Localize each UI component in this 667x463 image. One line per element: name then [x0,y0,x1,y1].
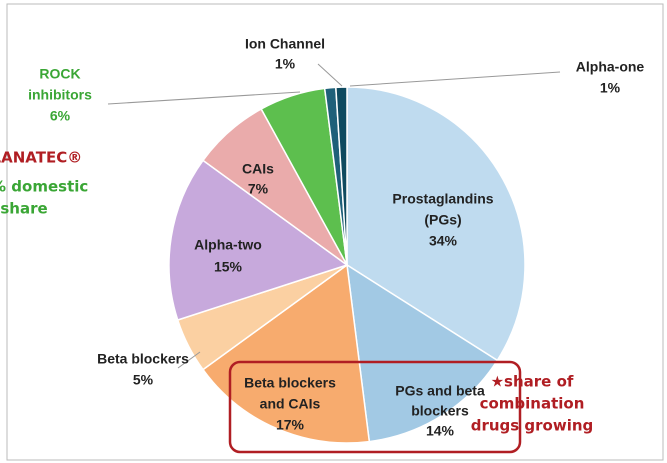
slice-label: Beta blockers [244,375,336,391]
slice-label: inhibitors [28,87,92,103]
slice-label: Beta blockers [97,351,189,367]
slice-label: and CAIs [260,396,321,412]
leader-line [349,71,561,87]
value-label: 1% [275,56,296,72]
leader-line [317,63,343,87]
slice-label: Ion Channel [245,36,325,52]
annotation: ★GLANATEC® [0,149,82,167]
value-label: 15% [214,259,243,275]
value-label: 1% [600,80,621,96]
slice-label: Alpha-two [194,237,262,253]
value-label: 5% [133,372,154,388]
slice-label: CAIs [242,161,274,177]
value-label: 6% [50,108,71,124]
frame [6,3,664,461]
slice-label: Alpha-one [576,59,645,75]
value-label: 7% [248,181,269,197]
pie-slice [335,86,348,266]
annotation: 100% domestic [0,178,88,196]
value-label: 14% [426,423,455,439]
slice-label: blockers [411,403,469,419]
pie-slice [346,263,499,443]
annotation: drugs growing [471,417,594,435]
slice-label: ROCK [39,66,80,82]
annotation: share [0,200,47,218]
highlight-box [228,360,522,454]
slice-label: PGs and beta [395,383,485,399]
slice-label: (PGs) [424,212,461,228]
leader-line [177,351,201,369]
annotation: combination [480,395,585,413]
value-label: 34% [429,233,458,249]
pie-slice [201,263,371,444]
pie-slice [346,86,526,362]
value-label: 17% [276,417,305,433]
annotation: ★share of [491,373,574,391]
slice-label: Prostaglandins [392,191,493,207]
pie-slice [168,159,349,321]
leader-line [107,91,301,105]
